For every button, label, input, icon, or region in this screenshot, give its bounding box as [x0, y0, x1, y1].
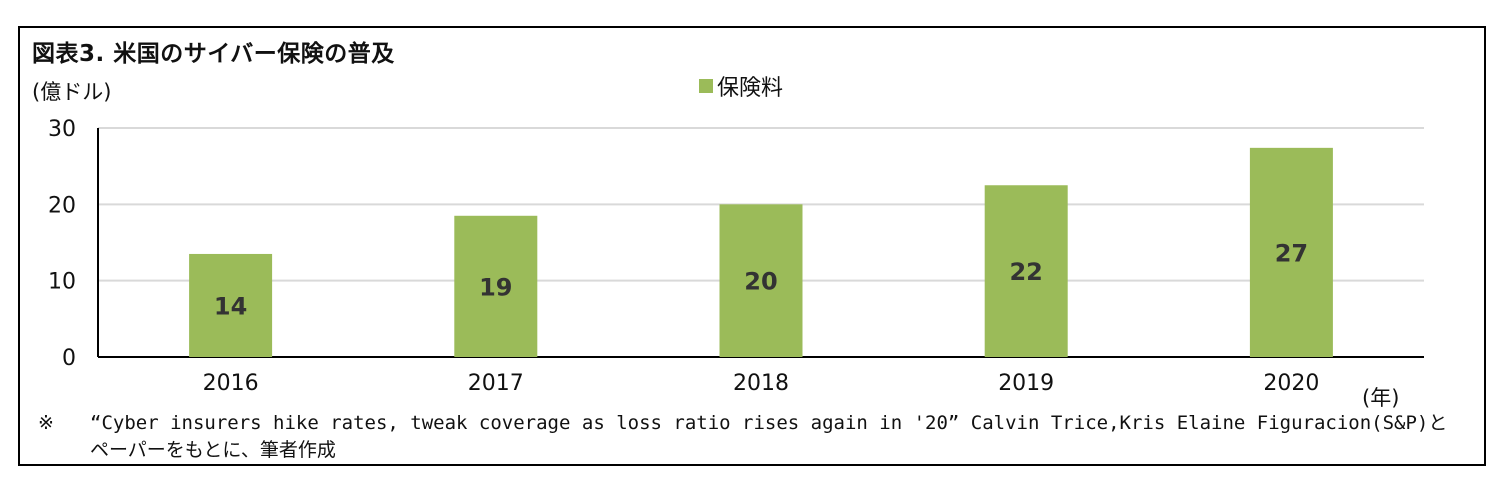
x-tick-label: 2018 — [733, 371, 789, 396]
x-axis-unit-label: (年) — [1362, 386, 1400, 410]
y-tick-label: 0 — [62, 346, 76, 371]
x-tick-label: 2017 — [468, 371, 524, 396]
bar — [454, 215, 538, 357]
data-label: 14 — [214, 292, 247, 320]
bar-chart: 0 10 20 30 14 2016 19 2017 20 2018 22 2019 27 2020 — [48, 117, 1424, 396]
data-label: 20 — [744, 268, 777, 296]
note-mark: ※ — [38, 412, 54, 434]
note-text: “Cyber insurers hike rates, tweak covera… — [90, 412, 1448, 461]
y-tick-label: 30 — [48, 117, 76, 142]
legend: 保険料 — [699, 70, 783, 102]
bar — [1249, 147, 1333, 357]
legend-label: 保険料 — [717, 76, 784, 101]
source-note: ※ “Cyber insurers hike rates, tweak cove… — [38, 410, 1458, 464]
bar — [719, 204, 803, 357]
data-label: 22 — [1009, 258, 1042, 286]
bar — [189, 253, 273, 357]
data-label: 19 — [479, 273, 512, 301]
figure-frame: 図表3. 米国のサイバー保険の普及 (億ドル) 保険料 0 10 20 30 14 201… — [18, 26, 1486, 466]
x-tick-label: 2020 — [1263, 371, 1319, 396]
x-tick-label: 2016 — [203, 371, 259, 396]
data-label: 27 — [1275, 239, 1308, 267]
bar — [984, 185, 1068, 357]
y-tick-label: 20 — [48, 193, 76, 218]
y-axis-unit-label: (億ドル) — [32, 80, 112, 104]
legend-swatch — [699, 79, 713, 93]
x-tick-label: 2019 — [998, 371, 1054, 396]
y-tick-label: 10 — [48, 270, 76, 295]
chart-title: 図表3. 米国のサイバー保険の普及 — [32, 41, 395, 67]
